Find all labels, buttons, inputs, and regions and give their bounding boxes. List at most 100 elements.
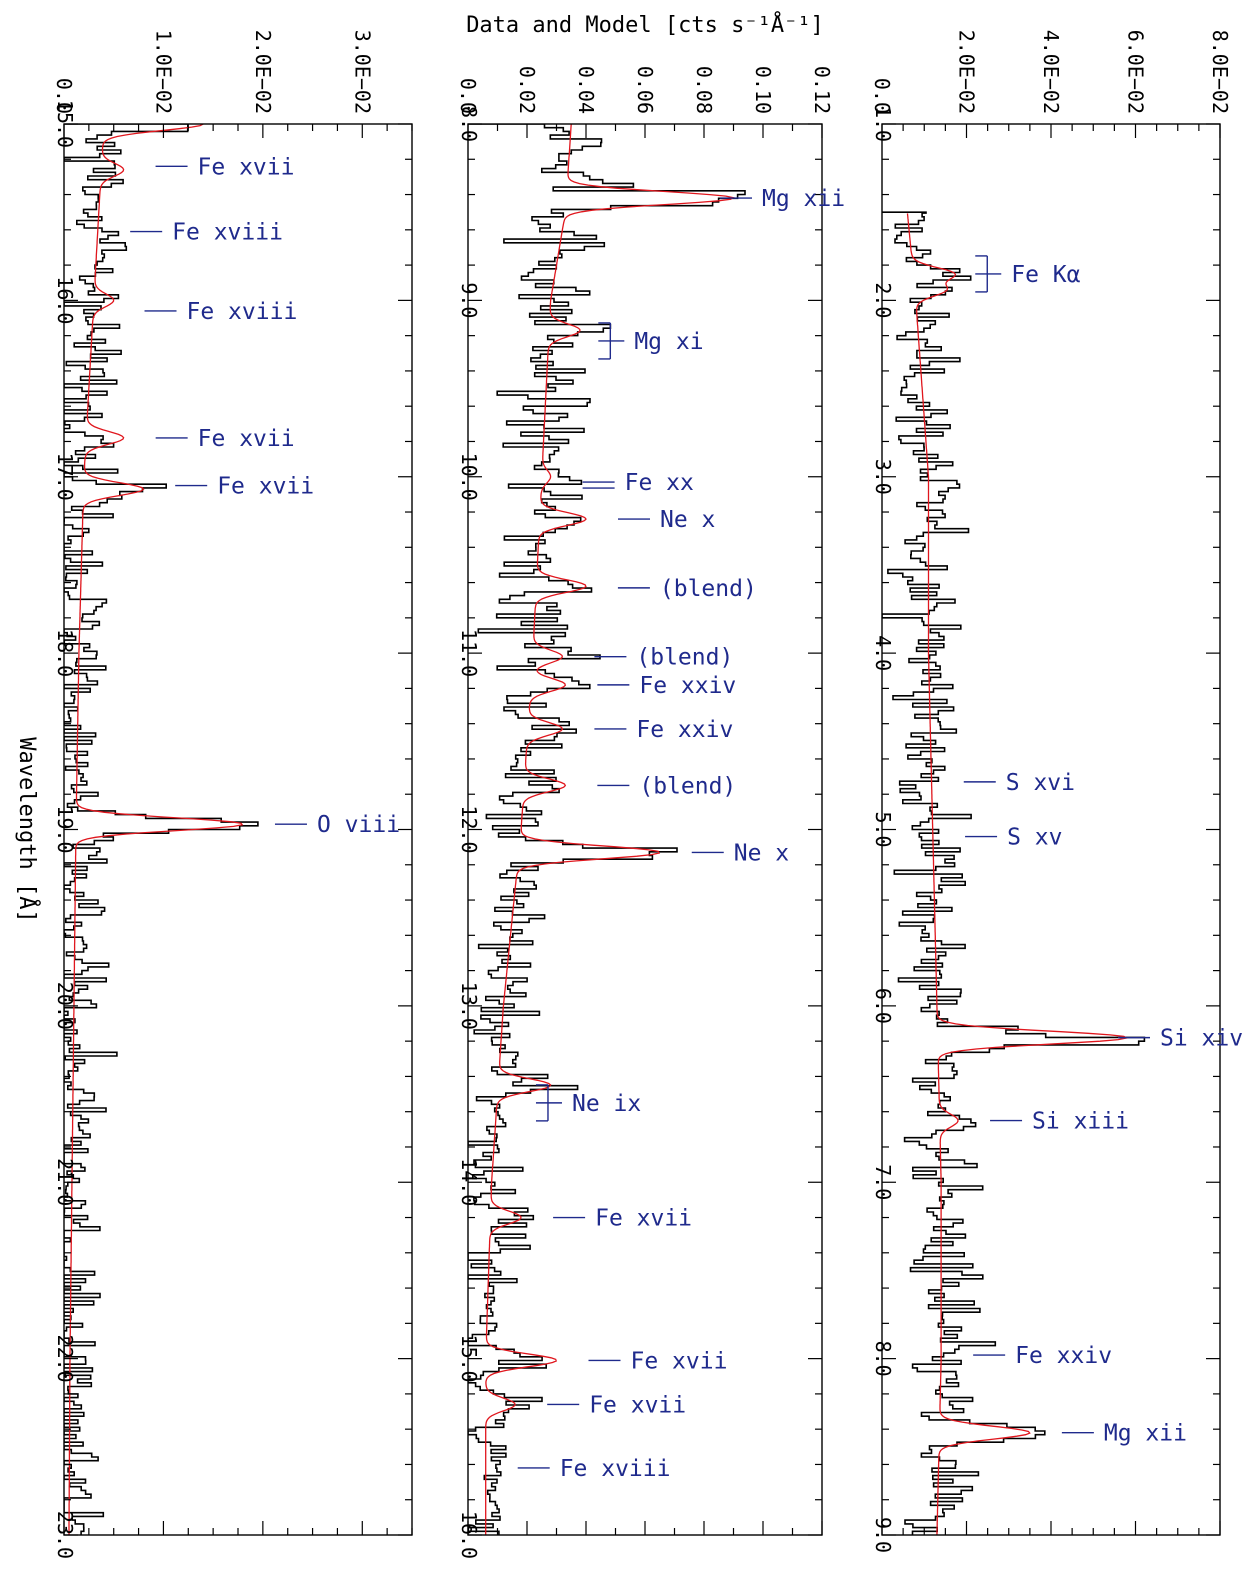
line-label: Fe xviii — [517, 1456, 671, 1482]
line-label: (blend) — [594, 645, 733, 671]
line-label-text: Mg xii — [762, 186, 845, 212]
panel-top: 1.0 2.0 3.0 4.0 5.0 6.0 7.0 8.0 9.0 0.0 2.0E−02 4.0… — [870, 30, 1243, 1553]
line-label-text: Ne x — [660, 507, 715, 533]
x-tick-label: 13.0 — [457, 982, 481, 1030]
line-label: Mg xi — [598, 322, 704, 360]
line-label-text: Fe Kα — [1011, 262, 1080, 288]
model-curve — [906, 213, 1129, 1535]
line-label-text: (blend) — [636, 645, 733, 671]
line-label-text: Fe xvii — [589, 1392, 686, 1418]
y-tick-label: 8.0E−02 — [1208, 30, 1232, 114]
line-label-text: Ne ix — [572, 1091, 641, 1117]
y-tick-label: 0.0 — [870, 78, 894, 114]
y-tick-label: 2.0E−02 — [955, 30, 979, 114]
model-curve — [68, 124, 244, 1535]
x-tick-label: 17.0 — [53, 453, 77, 501]
line-label-text: Fe xxiv — [1015, 1343, 1112, 1369]
line-label: Ne x — [618, 507, 715, 533]
panel-middle: 8.0 9.0 10.0 11.0 12.0 13.0 14.0 15.0 16.0 0.0 0.0… — [456, 66, 845, 1559]
line-label: S xvi — [963, 770, 1075, 796]
x-tick-label: 9.0 — [871, 1517, 895, 1553]
line-label: Fe xx — [582, 470, 694, 496]
x-tick-label: 12.0 — [457, 805, 481, 853]
line-label: Fe xviii — [130, 220, 283, 246]
y-tick-label: 2.0E−02 — [251, 30, 275, 114]
line-label-text: Fe xvii — [198, 154, 295, 180]
data-histogram — [468, 124, 746, 1535]
line-label: Fe xvii — [155, 154, 295, 180]
line-label-text: Fe xviii — [187, 299, 298, 325]
y-tick-label: 1.0E−02 — [151, 30, 175, 114]
line-label-text: Fe xxiv — [636, 717, 733, 743]
line-label-text: S xvi — [1006, 770, 1075, 796]
line-label: O viii — [274, 812, 400, 838]
x-tick-label: 11.0 — [457, 629, 481, 677]
x-tick-label: 9.0 — [457, 282, 481, 318]
x-tick-label: 15.0 — [457, 1335, 481, 1383]
y-tick-label: 0.08 — [692, 66, 716, 114]
x-tick-label: 8.0 — [457, 106, 481, 142]
line-label: Ne ix — [535, 1084, 641, 1122]
y-tick-label: 0.06 — [633, 66, 657, 114]
x-tick-label: 8.0 — [871, 1341, 895, 1377]
x-tick-label: 5.0 — [871, 811, 895, 847]
line-label-text: Fe xxiv — [639, 673, 736, 699]
x-tick-label: 22.0 — [53, 1335, 77, 1383]
x-tick-label: 2.0 — [871, 282, 895, 318]
x-axis-title: Wavelength [Å] — [14, 737, 41, 922]
x-tick-label: 21.0 — [53, 1158, 77, 1206]
line-label-text: Fe xvii — [631, 1348, 728, 1374]
line-label: Si xiv — [1118, 1026, 1243, 1052]
x-tick-label: 4.0 — [871, 635, 895, 671]
y-tick-label: 0.10 — [751, 66, 775, 114]
y-tick-label: 0.0 — [52, 78, 76, 114]
y-tick-label: 0.0 — [456, 78, 480, 114]
line-label-text: Mg xii — [1104, 1421, 1187, 1447]
x-tick-label: 18.0 — [53, 629, 77, 677]
data-histogram — [64, 124, 259, 1535]
line-label: Fe xxiv — [973, 1343, 1112, 1369]
x-tick-label: 3.0 — [871, 459, 895, 495]
x-tick-label: 16.0 — [53, 276, 77, 324]
line-label: Fe xvii — [547, 1392, 686, 1418]
panel-bottom: 15.0 16.0 17.0 18.0 19.0 20.0 21.0 22.0 23.0 0.0 1… — [52, 30, 413, 1559]
line-label: Fe xviii — [144, 299, 298, 325]
line-label-text: Fe xx — [625, 470, 694, 496]
line-label-text: Si xiii — [1032, 1109, 1129, 1135]
x-tick-label: 16.0 — [457, 1511, 481, 1559]
y-tick-label: 0.12 — [810, 66, 834, 114]
line-label-text: (blend) — [660, 576, 757, 602]
panels-group: 1.0 2.0 3.0 4.0 5.0 6.0 7.0 8.0 9.0 0.0 2.0E−02 4.0… — [52, 30, 1243, 1559]
x-tick-label: 19.0 — [53, 805, 77, 853]
line-label: Mg xii — [1061, 1421, 1187, 1447]
line-label: S xv — [965, 825, 1062, 851]
x-tick-label: 10.0 — [457, 453, 481, 501]
y-axis-title: Data and Model [cts s⁻¹Å⁻¹] — [466, 11, 824, 38]
model-curve — [485, 124, 735, 1535]
x-tick-label: 14.0 — [457, 1158, 481, 1206]
x-tick-label: 23.0 — [53, 1511, 77, 1559]
x-tick-label: 7.0 — [871, 1164, 895, 1200]
line-label-text: Si xiv — [1160, 1026, 1243, 1052]
line-label: Fe xvii — [155, 426, 295, 452]
line-label-text: Fe xvii — [217, 474, 314, 500]
line-label-text: Fe xvii — [595, 1206, 692, 1232]
y-tick-label: 3.0E−02 — [350, 30, 374, 114]
line-label: Fe xvii — [175, 474, 314, 500]
line-label: Fe xxiv — [597, 673, 736, 699]
y-tick-label: 0.04 — [574, 66, 598, 114]
y-tick-label: 0.02 — [515, 66, 539, 114]
line-label: Fe xvii — [588, 1348, 728, 1374]
line-label-text: (blend) — [639, 773, 736, 799]
line-label-text: Fe xviii — [560, 1456, 671, 1482]
line-label: Mg xii — [720, 186, 845, 212]
line-label: Fe xvii — [553, 1206, 692, 1232]
data-histogram — [882, 211, 1146, 1535]
line-label-text: O viii — [317, 812, 400, 838]
line-label-text: Fe xviii — [172, 220, 283, 246]
line-label-text: Fe xvii — [198, 426, 295, 452]
y-tick-label: 4.0E−02 — [1039, 30, 1063, 114]
line-label: Ne x — [691, 840, 789, 866]
x-tick-label: 15.0 — [53, 100, 77, 148]
